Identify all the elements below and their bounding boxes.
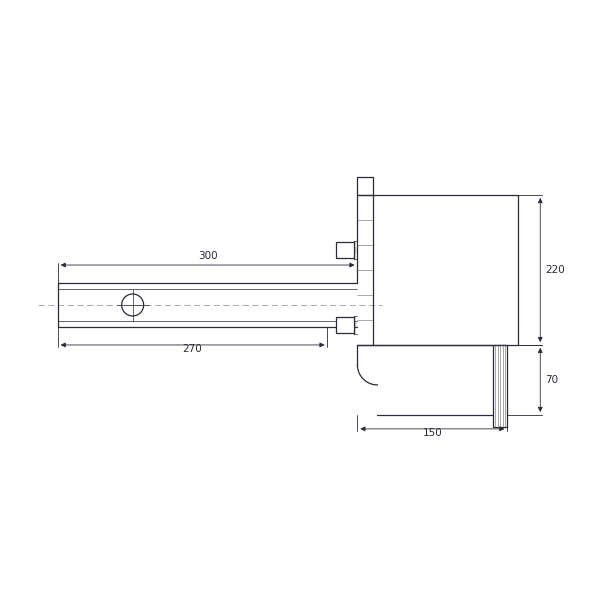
Text: 220: 220 xyxy=(545,265,565,275)
Text: 300: 300 xyxy=(198,251,217,261)
Text: 70: 70 xyxy=(545,375,558,385)
Bar xyxy=(336,317,355,333)
Bar xyxy=(336,242,355,258)
Text: 270: 270 xyxy=(183,344,202,354)
Text: 150: 150 xyxy=(422,428,442,438)
